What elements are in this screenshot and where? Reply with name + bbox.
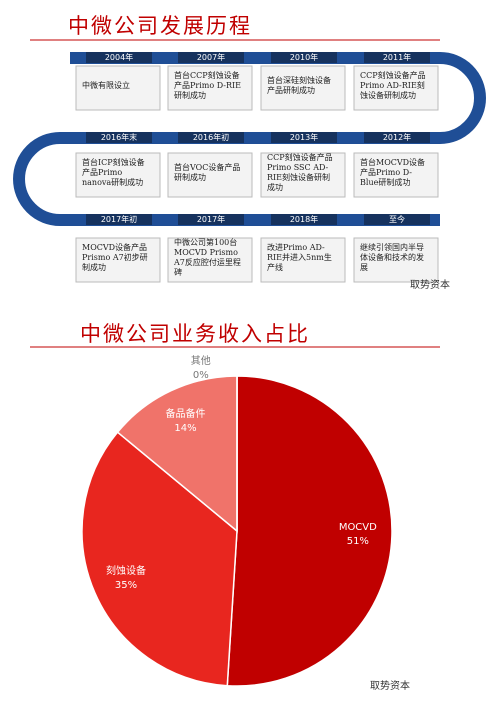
event-box xyxy=(75,65,161,111)
event-box xyxy=(75,237,161,283)
event-label: 中微有限设立 xyxy=(82,81,130,90)
event-label: CCP刻蚀设备产品Primo SSC AD-RIE刻蚀设备研制成功 xyxy=(267,153,333,192)
event-year: 2012年 xyxy=(364,132,430,143)
event-label: MOCVD设备产品Prismo A7初步研制成功 xyxy=(82,243,148,272)
event-year: 2007年 xyxy=(178,52,244,63)
event-year: 2013年 xyxy=(271,132,337,143)
timeline-title: 中微公司发展历程 xyxy=(68,14,252,38)
event-text: 中微有限设立 xyxy=(82,68,152,104)
label-line: 备品备件 xyxy=(165,408,206,420)
event-box xyxy=(75,152,161,198)
label-line: 刻蚀设备 xyxy=(106,566,147,577)
event-label: 首台MOCVD设备产品Primo D-Blue研制成功 xyxy=(360,158,426,187)
slice-label: MOCVD 51% xyxy=(339,521,377,549)
event-year: 2004年 xyxy=(86,52,152,63)
event-box xyxy=(167,65,253,111)
slice-label: 刻蚀设备 35% xyxy=(106,565,146,593)
event-box xyxy=(167,237,253,283)
pie-slice xyxy=(226,375,393,687)
event-text: CCP刻蚀设备产品Primo AD-RIE刻蚀设备研制成功 xyxy=(360,68,430,104)
event-year: 2018年 xyxy=(271,214,337,225)
label-line: 35% xyxy=(114,580,138,591)
event-year: 2016年末 xyxy=(86,132,152,143)
event-text: MOCVD设备产品Prismo A7初步研制成功 xyxy=(82,240,152,276)
label-line: 其他 xyxy=(190,356,211,368)
event-label: 中微公司第100台MOCVD Prismo A7反应腔付运里程碑 xyxy=(174,238,241,277)
event-text: 首台深硅刻蚀设备产品研制成功 xyxy=(267,68,337,104)
event-year: 2017年 xyxy=(178,214,244,225)
event-box xyxy=(260,237,346,283)
event-label: 首台深硅刻蚀设备产品研制成功 xyxy=(267,76,331,95)
slice-label: 备品备件 14% xyxy=(166,408,206,436)
event-label: 改进Primo AD-RIE并进入5nm生产线 xyxy=(267,243,332,272)
label-line: 0% xyxy=(192,370,209,382)
event-text: 首台VOC设备产品研制成功 xyxy=(174,155,244,191)
event-year: 2017年初 xyxy=(86,214,152,225)
event-box xyxy=(353,152,439,198)
event-label: 继续引领国内半导体设备和技术的发展 xyxy=(360,243,424,272)
event-label: CCP刻蚀设备产品Primo AD-RIE刻蚀设备研制成功 xyxy=(360,71,426,100)
event-text: 首台CCP刻蚀设备产品Primo D-RIE研制成功 xyxy=(174,68,244,104)
event-label: 首台CCP刻蚀设备产品Primo D-RIE研制成功 xyxy=(174,71,241,100)
event-label: 首台VOC设备产品研制成功 xyxy=(174,163,241,182)
event-text: 继续引领国内半导体设备和技术的发展 xyxy=(360,240,430,276)
chart-title: 中微公司业务收入占比 xyxy=(80,322,310,346)
watermark: 取势资本 xyxy=(410,280,450,291)
event-year: 2010年 xyxy=(271,52,337,63)
pie-slice xyxy=(116,375,238,533)
pie-slice xyxy=(81,431,238,687)
event-year: 2016年初 xyxy=(178,132,244,143)
event-box xyxy=(353,237,439,283)
event-text: 中微公司第100台MOCVD Prismo A7反应腔付运里程碑 xyxy=(174,238,244,277)
label-line: 51% xyxy=(346,535,369,547)
watermark: 取势资本 xyxy=(370,681,410,692)
event-text: 改进Primo AD-RIE并进入5nm生产线 xyxy=(267,240,337,276)
event-box xyxy=(260,65,346,111)
event-label: 首台ICP刻蚀设备产品Primo nanova研制成功 xyxy=(82,158,145,187)
label-line: MOCVD xyxy=(338,521,377,533)
label-line: 14% xyxy=(174,422,197,434)
event-text: 首台ICP刻蚀设备产品Primo nanova研制成功 xyxy=(82,155,152,191)
timeline-band xyxy=(13,52,486,226)
event-year: 2011年 xyxy=(364,52,430,63)
event-box xyxy=(353,65,439,111)
event-text: CCP刻蚀设备产品Primo SSC AD-RIE刻蚀设备研制成功 xyxy=(267,153,337,192)
event-box xyxy=(260,152,346,198)
event-year: 至今 xyxy=(364,214,430,225)
event-text: 首台MOCVD设备产品Primo D-Blue研制成功 xyxy=(360,155,430,191)
event-box xyxy=(167,152,253,198)
slice-label: 其他 0% xyxy=(191,355,211,383)
